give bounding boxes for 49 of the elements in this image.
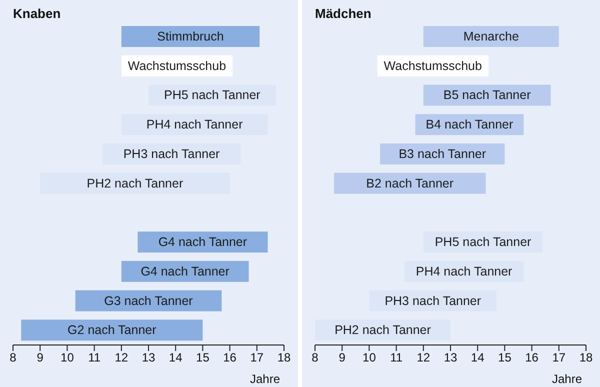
x-tick-label: 9	[36, 350, 44, 365]
x-tick-label: 10	[60, 350, 74, 365]
x-axis-title: Jahre	[250, 372, 280, 386]
y-tick-label: Menarche	[463, 30, 519, 44]
x-tick-label: 12	[416, 350, 430, 365]
x-tick-label: 10	[362, 350, 376, 365]
y-tick-label: B3 nach Tanner	[398, 146, 486, 161]
x-tick-label: 13	[444, 350, 458, 365]
x-tick-label: 15	[498, 350, 512, 365]
x-tick-label: 13	[142, 350, 156, 365]
y-tick-label: G2 nach Tanner	[68, 323, 156, 338]
x-tick-label: 18	[277, 350, 291, 365]
y-tick-label: PH4 nach Tanner	[416, 264, 512, 278]
x-tick-label: 14	[168, 350, 183, 365]
y-tick-label: PH5 nach Tanner	[434, 235, 532, 250]
y-tick-label: G3 nach Tanner	[104, 294, 193, 308]
x-tick-label: 15	[196, 350, 210, 365]
y-tick-label: G4 nach Tanner	[140, 264, 230, 278]
y-tick-label: PH2 nach Tanner	[334, 323, 431, 338]
y-tick-label: PH3 nach Tanner	[384, 294, 482, 308]
y-tick-label: PH2 nach Tanner	[86, 176, 184, 190]
x-tick-label: 14	[470, 350, 485, 365]
y-tick-label: G4 nach Tanner	[158, 235, 248, 250]
chart-title: Knaben	[13, 6, 61, 21]
x-tick-label: 16	[223, 350, 237, 365]
chart-title: Mädchen	[315, 6, 372, 21]
y-tick-label: B5 nach Tanner	[443, 88, 531, 102]
x-tick-label: 11	[88, 350, 101, 365]
y-tick-label: PH5 nach Tanner	[164, 88, 260, 102]
x-tick-label: 18	[579, 350, 593, 365]
x-tick-label: 12	[114, 350, 128, 365]
y-tick-label: B2 nach Tanner	[366, 176, 454, 190]
bar	[423, 26, 559, 47]
y-tick-label: PH3 nach Tanner	[123, 146, 220, 161]
y-tick-label: B4 nach Tanner	[426, 118, 514, 132]
x-tick-label: 8	[10, 350, 17, 365]
x-axis-title: Jahre	[552, 372, 582, 386]
y-tick-label: Stimmbruch	[157, 30, 224, 44]
bar	[121, 26, 260, 47]
y-tick-label: Wachstumsschub	[384, 58, 482, 73]
y-tick-label: Wachstumsschub	[128, 58, 226, 73]
y-tick-label: PH4 nach Tanner	[146, 118, 243, 132]
x-tick-label: 16	[525, 350, 539, 365]
bar	[21, 320, 203, 341]
x-tick-label: 8	[312, 350, 319, 365]
x-tick-label: 17	[552, 350, 566, 365]
x-tick-label: 9	[338, 350, 346, 365]
x-tick-label: 17	[250, 350, 264, 365]
x-tick-label: 11	[390, 350, 403, 365]
